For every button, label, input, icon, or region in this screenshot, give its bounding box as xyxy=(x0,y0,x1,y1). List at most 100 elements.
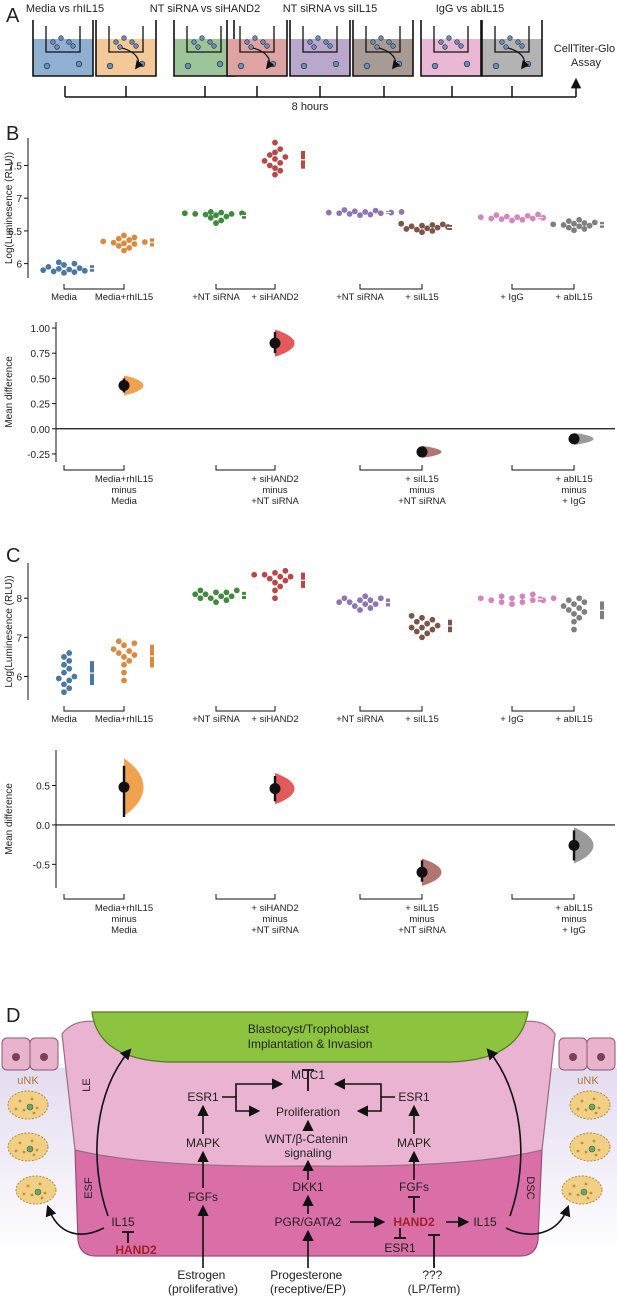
well-cell-8-4 xyxy=(519,43,525,49)
layer-le-label: LE xyxy=(81,1078,93,1091)
data-point xyxy=(519,216,526,223)
data-point xyxy=(429,222,436,228)
well-bottom-cell-7-2 xyxy=(463,60,471,68)
node-estrogen: Estrogen (proliferative) xyxy=(168,1268,238,1296)
timeline-label: 8 hours xyxy=(292,101,329,113)
data-point xyxy=(529,215,536,222)
unk-nucleus xyxy=(26,1145,34,1153)
data-point xyxy=(576,216,583,223)
group-1: Media xyxy=(51,650,95,725)
data-point xyxy=(362,593,369,600)
data-point xyxy=(571,618,577,625)
node-hand2-left: HAND2 xyxy=(115,1243,157,1257)
comparison-label-line: + siHAND2 xyxy=(251,903,298,914)
unk-granule xyxy=(597,1148,601,1152)
well-cell-3-2 xyxy=(199,35,205,41)
data-point xyxy=(367,211,374,218)
well-outline-4 xyxy=(226,20,288,77)
data-point xyxy=(277,573,284,580)
unk-nucleus xyxy=(588,1145,596,1153)
data-point xyxy=(115,243,122,249)
well-cell-6-1 xyxy=(370,39,376,45)
well-bottom-cell-6-2 xyxy=(395,60,403,68)
diff-y-tick-label-3: 0.50 xyxy=(31,374,51,385)
data-point xyxy=(519,593,526,600)
pathway-nodes: MUC1 Proliferation ESR1 ESR1 MAPK MAPK W… xyxy=(111,1068,497,1296)
arrow-esr1-muc1-left xyxy=(235,1078,284,1097)
data-point xyxy=(377,595,384,602)
layer-dsc-label: DSC xyxy=(524,1176,536,1199)
unk-granule xyxy=(584,1182,588,1186)
data-point xyxy=(581,609,588,615)
data-point xyxy=(287,573,294,580)
comparison-title-3: NT siRNA vs siIL15 xyxy=(283,3,378,15)
well-cell-2-2 xyxy=(121,35,127,41)
unk-granule xyxy=(576,1107,580,1111)
data-point xyxy=(228,593,235,600)
data-point xyxy=(55,675,62,682)
well-cell-7-5 xyxy=(442,44,448,50)
unk-granule xyxy=(572,1184,576,1188)
well-cell-5-3 xyxy=(323,39,329,45)
comparison-label: Media+rhIL15 minus Media xyxy=(95,474,153,507)
data-point xyxy=(126,648,133,654)
data-point xyxy=(581,226,588,232)
node-il15-right: IL15 xyxy=(473,1215,497,1229)
well-cell-6-4 xyxy=(390,43,396,49)
well-cell-6-3 xyxy=(386,39,392,45)
group-label: + siHAND2 xyxy=(251,714,298,725)
data-point xyxy=(121,240,127,247)
well-medium-8 xyxy=(482,39,542,76)
comparison-label-line: minus xyxy=(409,485,435,496)
y-tick-label-0: 6 xyxy=(16,673,22,684)
comparison-label-line: minus xyxy=(262,914,288,925)
data-point xyxy=(121,642,127,649)
unk-granule xyxy=(584,1108,588,1112)
mean-difference-point xyxy=(416,866,428,878)
data-point xyxy=(429,626,436,633)
data-point xyxy=(419,222,425,229)
data-point xyxy=(565,224,572,231)
data-point xyxy=(509,217,515,224)
well-cell-8-5 xyxy=(503,44,509,50)
pair-bracket-3 xyxy=(359,706,423,712)
data-point xyxy=(576,605,583,611)
well-bottom-cell-3-1 xyxy=(184,62,192,70)
diff-y-tick-label-5: 1.00 xyxy=(31,324,51,335)
unk-right-label: uNK xyxy=(577,1075,599,1087)
data-point xyxy=(277,167,284,174)
well-insert-5 xyxy=(302,26,338,53)
blastocyst-line-2: Implantation & Invasion xyxy=(248,1037,373,1051)
well-cell-8-2 xyxy=(507,35,513,41)
data-point xyxy=(213,220,219,226)
data-point xyxy=(131,234,138,241)
arrow-esr1-proliferation-right xyxy=(356,1096,395,1117)
data-point xyxy=(413,618,420,625)
group-3: +NT siRNA xyxy=(192,587,247,725)
well-medium-7 xyxy=(421,39,481,76)
well-cell-1-4 xyxy=(70,43,76,49)
comparison-label: + siHAND2 minus +NT siRNA xyxy=(251,474,299,507)
panel-d-label: D xyxy=(6,1005,20,1027)
well-cell-1-5 xyxy=(54,44,60,50)
data-point xyxy=(351,208,358,215)
data-point xyxy=(272,149,278,156)
bootstrap-distribution xyxy=(275,773,295,805)
panel-a-label: A xyxy=(6,5,20,27)
data-point xyxy=(266,162,273,169)
well-medium-3 xyxy=(174,39,234,76)
data-point xyxy=(131,640,138,647)
unk-cell xyxy=(7,1090,49,1120)
mean-difference-point xyxy=(568,433,580,445)
data-point xyxy=(207,595,214,602)
node-wnt: WNT/β-Catenin signaling xyxy=(265,1132,351,1160)
well-cell-5-5 xyxy=(311,44,317,50)
unk-granule xyxy=(22,1150,26,1154)
unk-granule xyxy=(18,1141,22,1145)
blastocyst-line-1: Blastocyst/Trophoblast xyxy=(248,1022,370,1036)
comparison-label: + siIL15 minus +NT siRNA xyxy=(398,903,446,936)
bootstrap-distribution xyxy=(574,432,594,445)
data-point xyxy=(591,219,598,226)
